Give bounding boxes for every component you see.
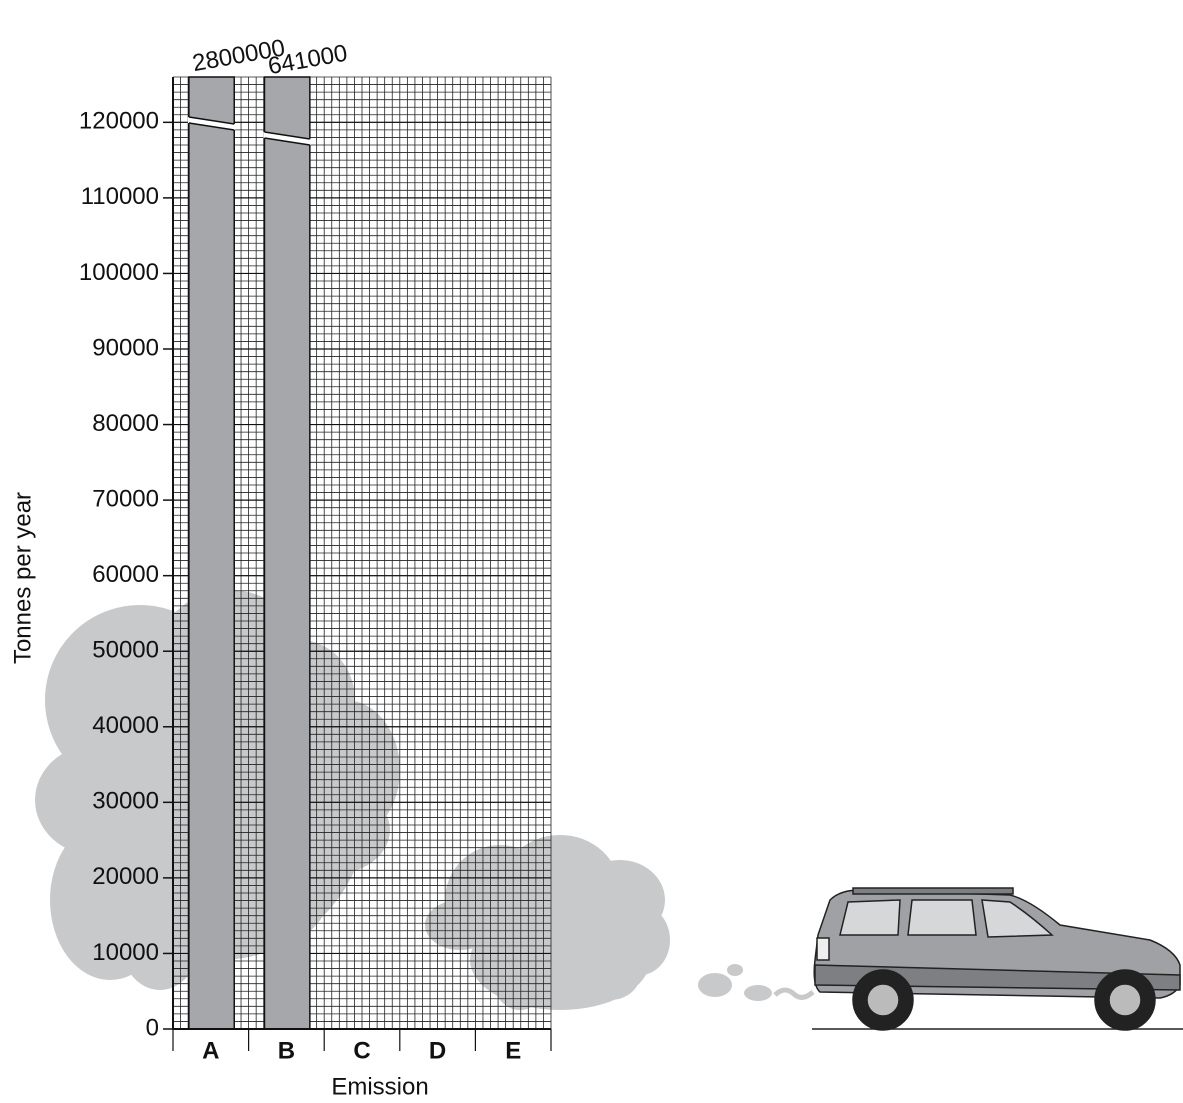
axis-break-edge bbox=[264, 131, 310, 140]
y-tick-label: 80000 bbox=[92, 410, 159, 437]
y-tick-label: 0 bbox=[146, 1014, 159, 1041]
y-tick-label: 100000 bbox=[79, 259, 159, 286]
y-tick-label: 10000 bbox=[92, 939, 159, 966]
y-tick-label: 70000 bbox=[92, 485, 159, 512]
y-tick-label: 30000 bbox=[92, 788, 159, 815]
x-tick-label: A bbox=[202, 1037, 219, 1064]
y-tick-label: 110000 bbox=[81, 183, 159, 210]
y-tick-label: 20000 bbox=[92, 863, 159, 890]
bar bbox=[188, 76, 235, 1030]
axis-break-edge bbox=[188, 116, 235, 125]
y-tick-label: 90000 bbox=[92, 334, 159, 361]
axis-break-edge bbox=[264, 137, 310, 146]
axis-break bbox=[187, 117, 236, 130]
x-axis-label: Emission bbox=[331, 1073, 428, 1100]
y-axis-label: Tonnes per year bbox=[9, 492, 36, 664]
car bbox=[812, 887, 1183, 1031]
y-tick-label: 60000 bbox=[92, 561, 159, 588]
x-tick-label: E bbox=[505, 1037, 521, 1064]
y-tick-label: 120000 bbox=[79, 108, 159, 135]
y-tick-label: 50000 bbox=[92, 637, 159, 664]
axis-break-edge bbox=[188, 122, 235, 131]
x-tick-label: D bbox=[429, 1037, 446, 1064]
y-tick-label: 40000 bbox=[92, 712, 159, 739]
bar bbox=[263, 76, 311, 1030]
x-tick-label: B bbox=[278, 1037, 295, 1064]
axis-break bbox=[263, 132, 311, 145]
x-tick-label: C bbox=[353, 1037, 370, 1064]
